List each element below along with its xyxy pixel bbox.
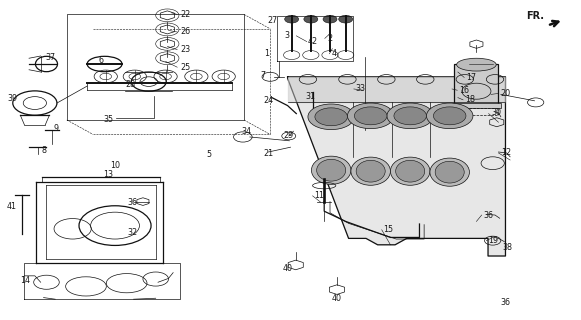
Text: 38: 38: [503, 243, 512, 252]
Text: 1: 1: [264, 49, 270, 58]
Text: 28: 28: [125, 80, 135, 89]
Text: 11: 11: [314, 191, 324, 200]
Ellipse shape: [317, 159, 346, 181]
Text: 34: 34: [241, 127, 251, 136]
Circle shape: [285, 15, 299, 23]
Circle shape: [308, 104, 354, 130]
Text: 8: 8: [42, 146, 47, 155]
Text: 12: 12: [501, 148, 511, 157]
Text: 15: 15: [383, 225, 393, 234]
Ellipse shape: [351, 157, 390, 185]
Ellipse shape: [457, 58, 496, 71]
Text: 26: 26: [180, 28, 190, 36]
Text: 4: 4: [332, 49, 337, 58]
Circle shape: [354, 107, 387, 125]
Text: 36: 36: [128, 198, 138, 207]
Ellipse shape: [311, 156, 351, 184]
Circle shape: [426, 103, 473, 129]
Text: 37: 37: [45, 53, 55, 62]
Ellipse shape: [396, 160, 425, 182]
Text: 18: 18: [465, 95, 475, 104]
Text: 6: 6: [99, 56, 104, 65]
Text: 14: 14: [20, 276, 30, 285]
Text: 41: 41: [7, 202, 17, 211]
Text: 5: 5: [206, 150, 211, 159]
Text: 33: 33: [356, 84, 365, 93]
Text: 22: 22: [180, 10, 191, 19]
Text: 24: 24: [263, 96, 273, 105]
Text: 29: 29: [283, 132, 293, 140]
Circle shape: [347, 103, 394, 129]
Text: 42: 42: [308, 37, 318, 46]
Text: 17: 17: [466, 73, 476, 82]
Circle shape: [323, 15, 337, 23]
Text: 40: 40: [331, 294, 341, 303]
Text: 36: 36: [483, 211, 493, 220]
Ellipse shape: [435, 161, 464, 183]
Text: 19: 19: [488, 236, 498, 245]
Text: 16: 16: [459, 86, 469, 95]
Text: FR.: FR.: [526, 11, 544, 21]
Circle shape: [315, 108, 347, 126]
Text: 25: 25: [180, 63, 191, 72]
Bar: [454, 64, 498, 106]
Circle shape: [433, 107, 466, 125]
Text: 36: 36: [501, 298, 511, 307]
Text: 23: 23: [180, 45, 190, 54]
Bar: [454, 108, 498, 115]
Circle shape: [387, 103, 433, 129]
Ellipse shape: [390, 157, 430, 185]
Text: 13: 13: [103, 170, 113, 179]
Circle shape: [339, 15, 353, 23]
Bar: [452, 103, 501, 108]
Text: 3: 3: [285, 31, 290, 40]
Ellipse shape: [356, 160, 385, 182]
Text: 2: 2: [327, 34, 332, 43]
Text: 10: 10: [110, 161, 120, 170]
Text: 39: 39: [7, 94, 17, 103]
Polygon shape: [288, 77, 505, 102]
Text: 40: 40: [283, 264, 293, 273]
Text: 32: 32: [128, 228, 138, 237]
Text: 31: 31: [305, 92, 315, 101]
Text: 9: 9: [53, 124, 59, 133]
Text: 21: 21: [263, 149, 273, 158]
Circle shape: [304, 15, 318, 23]
Circle shape: [394, 107, 426, 125]
Text: 27: 27: [267, 16, 278, 25]
Text: 35: 35: [103, 116, 113, 124]
Text: 30: 30: [491, 108, 501, 117]
Polygon shape: [288, 77, 505, 256]
Text: 7: 7: [260, 71, 266, 80]
Ellipse shape: [430, 158, 469, 186]
Text: 20: 20: [501, 89, 511, 98]
